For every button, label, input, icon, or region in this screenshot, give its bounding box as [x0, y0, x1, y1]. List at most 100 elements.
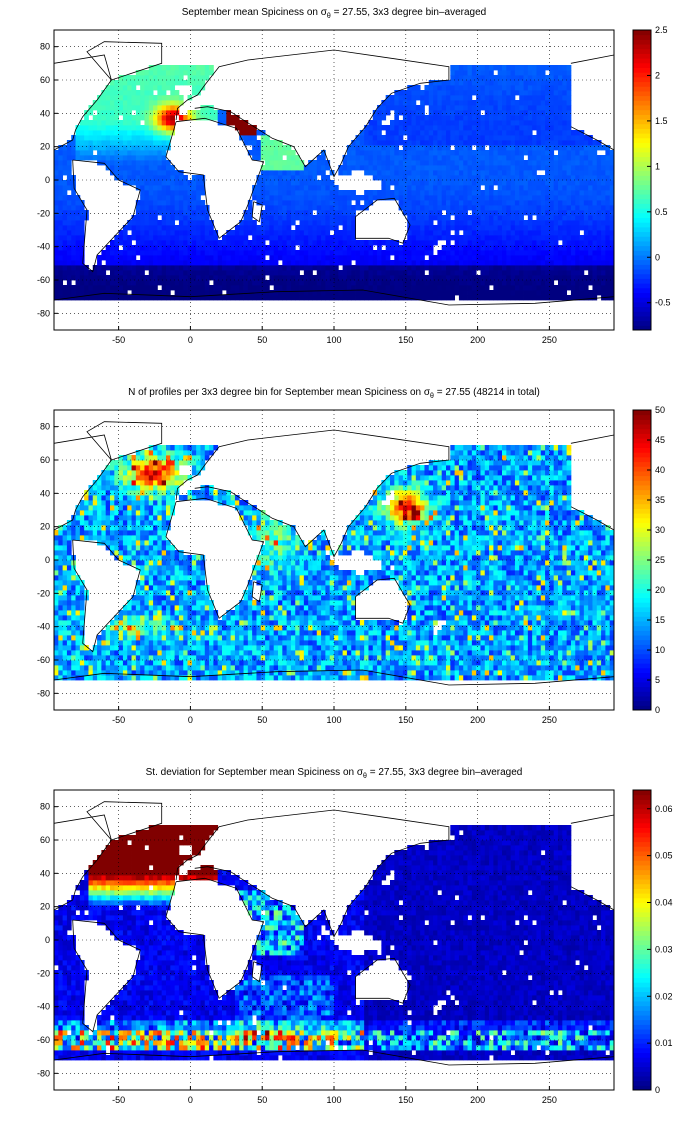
heatmap-cell	[545, 235, 550, 241]
heatmap-cell	[97, 660, 102, 666]
heatmap-cell	[260, 195, 266, 201]
heatmap-cell	[454, 65, 460, 71]
heatmap-cell	[566, 270, 572, 276]
heatmap-cell	[497, 225, 503, 231]
heatmap-cell	[234, 675, 240, 681]
heatmap-cell	[381, 250, 387, 256]
heatmap-cell	[601, 220, 606, 226]
heatmap-cell	[191, 90, 197, 96]
heatmap-cell	[562, 675, 568, 681]
heatmap-cell	[377, 250, 382, 256]
heatmap-cell	[127, 280, 132, 286]
colorbar-swatch	[633, 95, 651, 101]
heatmap-cell	[592, 230, 598, 236]
heatmap-cell	[519, 245, 524, 251]
heatmap-cell	[519, 135, 524, 141]
heatmap-cell	[532, 125, 537, 131]
heatmap-cell	[510, 135, 516, 141]
heatmap-cell	[588, 170, 593, 176]
heatmap-cell	[174, 75, 180, 81]
heatmap-cell	[256, 235, 262, 241]
heatmap-cell	[605, 250, 611, 256]
heatmap-cell	[135, 265, 141, 271]
heatmap-cell	[583, 210, 589, 216]
heatmap-cell	[54, 275, 59, 281]
heatmap-cell	[273, 145, 279, 151]
heatmap-cell	[471, 220, 477, 226]
heatmap-cell	[84, 295, 89, 301]
heatmap-cell	[446, 290, 451, 296]
heatmap-cell	[114, 265, 120, 271]
heatmap-cell	[342, 675, 348, 681]
heatmap-cell	[260, 215, 266, 221]
heatmap-cell	[62, 290, 68, 296]
heatmap-cell	[471, 170, 477, 176]
heatmap-cell	[269, 165, 275, 171]
heatmap-cell	[588, 265, 593, 271]
heatmap-cell	[484, 255, 490, 261]
heatmap-cell	[450, 255, 456, 261]
heatmap-cell	[338, 205, 344, 211]
colorbar-tick-label: 1.5	[655, 116, 668, 126]
heatmap-cell	[321, 250, 326, 256]
heatmap-cell	[243, 675, 249, 681]
heatmap-cell	[562, 90, 568, 96]
heatmap-cell	[101, 110, 107, 116]
heatmap-cell	[497, 160, 503, 166]
heatmap-cell	[243, 240, 249, 246]
heatmap-cell	[540, 105, 546, 111]
heatmap-cell	[166, 165, 171, 171]
heatmap-cell	[575, 280, 580, 286]
heatmap-cell	[187, 80, 193, 86]
heatmap-cell	[290, 185, 296, 191]
heatmap-cell	[92, 265, 98, 271]
colorbar-swatch	[633, 151, 651, 158]
heatmap-cell	[170, 95, 176, 101]
heatmap-cell	[329, 200, 335, 206]
heatmap-cell	[506, 75, 512, 81]
heatmap-cell	[110, 150, 115, 156]
heatmap-cell	[385, 295, 391, 301]
heatmap-cell	[450, 95, 456, 101]
heatmap-cell	[75, 140, 81, 146]
heatmap-cell	[510, 245, 516, 251]
heatmap-cell	[334, 280, 339, 286]
heatmap-cell	[558, 670, 563, 676]
heatmap-cell	[334, 185, 339, 191]
heatmap-cell	[247, 130, 253, 136]
heatmap-cell	[127, 130, 132, 136]
heatmap-cell	[545, 150, 550, 156]
heatmap-cell	[437, 220, 443, 226]
heatmap-cell	[441, 110, 447, 116]
heatmap-cell	[385, 255, 391, 261]
heatmap-cell	[566, 155, 572, 161]
heatmap-cell	[170, 175, 176, 181]
heatmap-cell	[420, 95, 425, 101]
heatmap-cell	[506, 280, 512, 286]
heatmap-cell	[519, 110, 524, 116]
heatmap-cell	[252, 235, 257, 241]
heatmap-cell	[230, 660, 236, 666]
heatmap-cell	[58, 275, 64, 281]
heatmap-cell	[170, 65, 176, 71]
heatmap-cell	[127, 235, 132, 241]
heatmap-cell	[372, 285, 378, 291]
heatmap-cell	[497, 120, 503, 126]
heatmap-cell	[166, 270, 171, 276]
heatmap-cell	[394, 135, 400, 141]
heatmap-cell	[467, 260, 473, 266]
heatmap-cell	[334, 265, 339, 271]
heatmap-cell	[161, 275, 167, 281]
heatmap-cell	[153, 135, 158, 141]
heatmap-cell	[338, 240, 344, 246]
heatmap-cell	[545, 110, 550, 116]
heatmap-cell	[265, 270, 270, 276]
heatmap-cell	[213, 265, 219, 271]
heatmap-cell	[54, 285, 59, 291]
heatmap-cell	[79, 275, 85, 281]
heatmap-cell	[458, 190, 464, 196]
heatmap-cell	[239, 260, 244, 266]
colorbar-swatch	[633, 259, 651, 265]
heatmap-cell	[437, 285, 443, 291]
heatmap-cell	[540, 195, 546, 201]
